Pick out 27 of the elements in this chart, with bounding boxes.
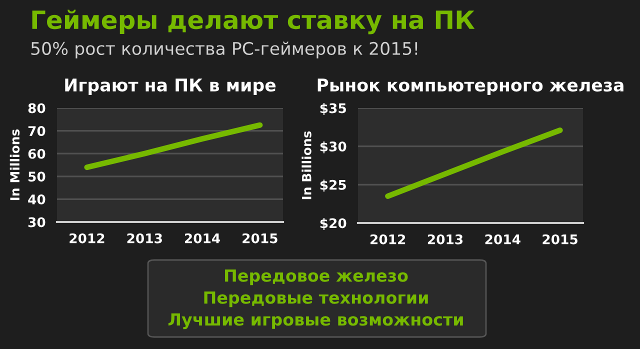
x-tick-label: 2012	[370, 234, 406, 244]
text: Геймеры делают ставку на ПК	[32, 10, 475, 34]
x-tick-label: 2015	[242, 233, 278, 244]
chart-title: Играют на ПК в мире	[65, 78, 276, 95]
y-tick-label: $25	[320, 180, 346, 192]
y-tick-label: $30	[320, 141, 346, 154]
x-tick-label: 2013	[428, 234, 463, 244]
text: Передовое железо	[225, 269, 408, 286]
text: Передовые технологии	[204, 291, 428, 308]
y-tick-label: 70	[28, 126, 46, 136]
y-tick-label: 30	[28, 217, 46, 228]
y-axis-title: In Billions	[302, 131, 312, 200]
x-tick-label: 2012	[70, 233, 104, 244]
x-tick-label: 2014	[184, 233, 220, 244]
y-tick-label: $35	[320, 102, 346, 115]
text: Лучшие игровые возможности	[168, 313, 463, 330]
y-tick-label: 80	[28, 103, 46, 114]
x-tick-label: 2013	[127, 233, 162, 244]
chart-title: Рынок компьютерного железа	[318, 78, 624, 95]
x-tick-label: 2014	[485, 234, 520, 244]
y-tick-label: 40	[28, 194, 46, 204]
y-tick-label: $20	[320, 218, 346, 230]
text: 50% рост количества PC-геймеров к 2015!	[31, 42, 418, 58]
y-tick-label: 60	[28, 148, 46, 159]
x-tick-label: 2015	[542, 234, 578, 244]
y-axis-title: In Millions	[10, 129, 20, 200]
y-tick-label: 50	[28, 172, 46, 182]
